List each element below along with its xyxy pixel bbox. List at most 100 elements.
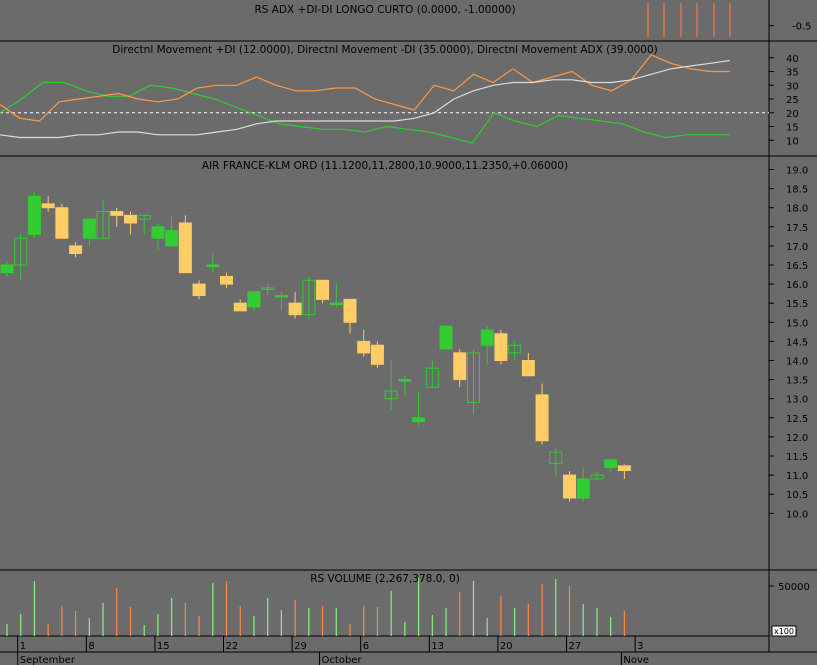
panel-adx-signal[interactable]: RS ADX +DI-DI LONGO CURTO (0.0000, -1.00… xyxy=(0,0,817,42)
x-tick-label: 15 xyxy=(157,641,170,652)
candle xyxy=(192,280,206,300)
x-tick-label: 29 xyxy=(294,641,307,652)
candle-body xyxy=(206,264,220,267)
candle-body xyxy=(370,344,384,365)
candle-body xyxy=(343,298,357,323)
x-tick-label: 1 xyxy=(20,641,26,652)
candle-body xyxy=(453,352,467,381)
panel-directional-movement[interactable]: Directnl Movement +DI (12.0000), Directn… xyxy=(0,41,817,157)
candle xyxy=(302,276,316,319)
x-tick-label: 6 xyxy=(363,641,369,652)
month-label: September xyxy=(20,655,76,665)
y-tick-label: 10.5 xyxy=(786,490,808,501)
candle xyxy=(480,326,494,365)
candle-body xyxy=(425,367,439,388)
candle xyxy=(178,215,192,274)
candle-body xyxy=(55,207,69,239)
panel-volume[interactable]: RS VOLUME (2,267,378.0, 0) 50000 x100 xyxy=(0,570,810,652)
y-tick-label: 20 xyxy=(786,109,799,120)
y-tick-label: 40 xyxy=(786,54,799,65)
y-tick-label: 18.5 xyxy=(786,185,808,196)
x-tick-label: 20 xyxy=(500,641,513,652)
panel-title: RS ADX +DI-DI LONGO CURTO (0.0000, -1.00… xyxy=(254,4,515,16)
candle-body xyxy=(398,379,412,382)
x-tick-label: 3 xyxy=(637,641,643,652)
candle xyxy=(274,291,288,311)
candle xyxy=(41,196,55,212)
panel-title: Directnl Movement +DI (12.0000), Directn… xyxy=(112,44,658,56)
candle xyxy=(508,341,522,361)
candle xyxy=(604,459,618,472)
candle-body xyxy=(563,474,577,499)
candle xyxy=(69,242,83,258)
candle xyxy=(233,299,247,312)
candle-body xyxy=(617,465,631,472)
candle-body xyxy=(274,295,288,298)
y-tick-label: 17.0 xyxy=(786,242,808,253)
y-tick-label: 12.0 xyxy=(786,433,808,444)
candle-body xyxy=(508,344,522,354)
candle xyxy=(329,284,343,308)
candle xyxy=(576,467,590,502)
series-line-adx xyxy=(0,59,731,139)
candle-body xyxy=(316,279,330,300)
candle xyxy=(398,375,412,395)
series-line-di xyxy=(0,54,730,122)
candle-body xyxy=(412,417,426,423)
candle xyxy=(425,360,439,388)
candle xyxy=(27,192,41,239)
x-tick-label: 27 xyxy=(569,641,582,652)
candle-body xyxy=(27,195,41,235)
y-tick-label: 12.5 xyxy=(786,414,808,425)
candle xyxy=(165,215,179,247)
candle xyxy=(439,325,453,350)
candle xyxy=(82,218,96,246)
candle-body xyxy=(233,302,247,312)
y-tick-label: 15 xyxy=(786,123,799,134)
y-tick-label: 35 xyxy=(786,68,799,79)
candle xyxy=(412,391,426,426)
y-tick-label: 50000 xyxy=(778,582,810,593)
y-tick-label: 15.5 xyxy=(786,299,808,310)
candle xyxy=(220,272,234,288)
candle xyxy=(123,211,137,235)
y-tick-label: 25 xyxy=(786,95,799,106)
candle xyxy=(206,253,220,273)
candle xyxy=(316,279,330,304)
candle xyxy=(370,341,384,369)
panel-price[interactable]: AIR FRANCE-KLM ORD (11.1200,11.2800,10.9… xyxy=(0,156,817,571)
volume-scale-label: x100 xyxy=(774,627,794,636)
candle-body xyxy=(384,390,398,400)
candle-body xyxy=(439,325,453,350)
y-tick-label: 17.5 xyxy=(786,223,808,234)
candle-body xyxy=(357,340,371,354)
candle-body xyxy=(521,360,535,377)
candle-body xyxy=(480,329,494,346)
y-tick-label: 30 xyxy=(786,81,799,92)
y-tick-label: 16.0 xyxy=(786,280,808,291)
candle-body xyxy=(535,394,549,442)
candle-body xyxy=(329,302,343,306)
y-tick-label: 13.0 xyxy=(786,395,808,406)
candle xyxy=(247,291,261,311)
candle xyxy=(590,471,604,480)
candle xyxy=(261,284,275,296)
candle-body xyxy=(165,230,179,247)
candle-body xyxy=(247,291,261,308)
candle-body xyxy=(0,264,14,274)
panel-title: AIR FRANCE-KLM ORD (11.1200,11.2800,10.9… xyxy=(202,160,568,172)
x-tick-label: 8 xyxy=(88,641,94,652)
candle-body xyxy=(549,451,563,465)
candle xyxy=(110,207,124,227)
month-label: Nove xyxy=(623,655,649,665)
candle xyxy=(563,471,577,502)
x-tick-label: 22 xyxy=(226,641,239,652)
y-tick-label: 19.0 xyxy=(786,166,808,177)
y-tick-label: 10 xyxy=(786,136,799,147)
candle-body xyxy=(192,283,206,297)
candle xyxy=(14,234,28,281)
candle xyxy=(96,200,110,239)
candle-body xyxy=(137,214,151,220)
y-tick-label: 15.0 xyxy=(786,318,808,329)
